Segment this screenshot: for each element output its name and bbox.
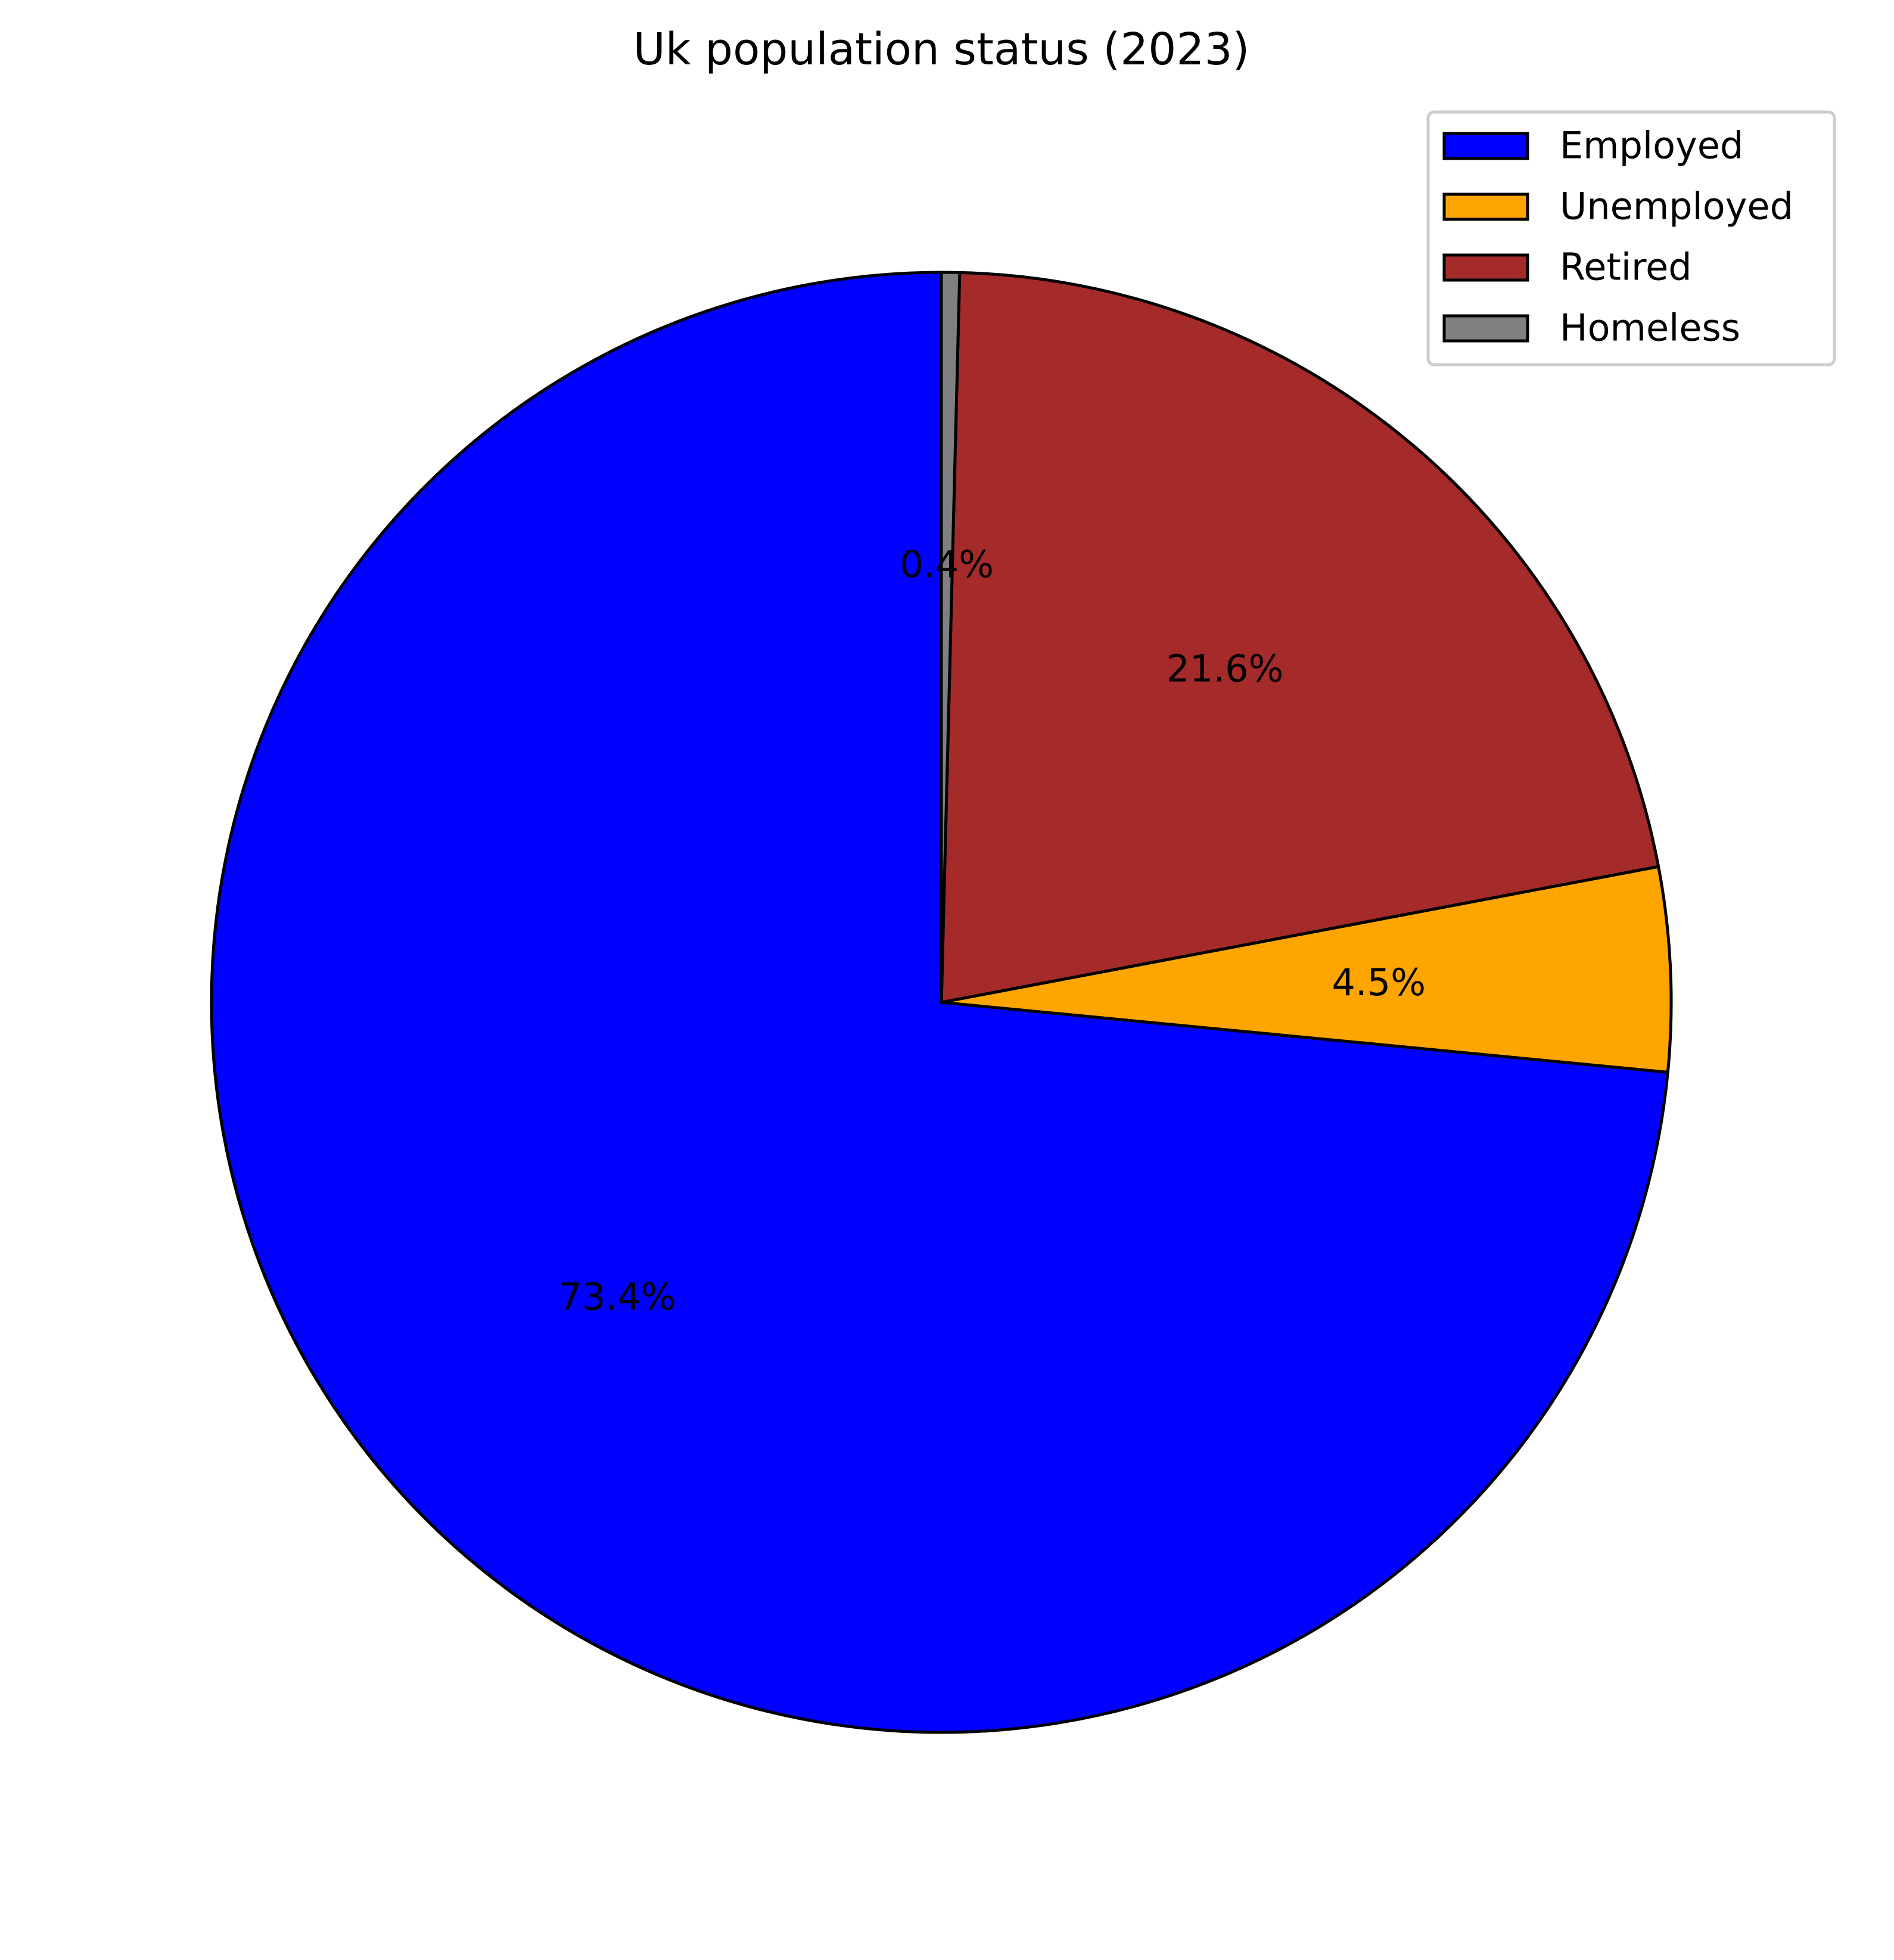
pie-slice-unemployed	[940, 865, 1673, 1074]
pie-slice-retired	[940, 271, 1660, 1004]
pie-slices	[210, 271, 1673, 1734]
pie-slice-employed	[210, 271, 1669, 1734]
legend-label-homeless: Homeless	[1560, 306, 1740, 350]
legend-swatch-employed	[1442, 132, 1529, 160]
legend: Employed Unemployed Retired Homeless	[1426, 110, 1836, 366]
legend-swatch-unemployed	[1442, 192, 1529, 221]
pie-label-retired: 21.6%	[1166, 647, 1283, 690]
legend-swatch-retired	[1442, 253, 1529, 282]
pie-label-homeless: 0.4%	[900, 543, 994, 586]
legend-label-retired: Retired	[1560, 246, 1692, 289]
legend-label-employed: Employed	[1560, 124, 1743, 167]
pie-label-unemployed: 4.5%	[1332, 961, 1426, 1004]
pie-slice-homeless	[940, 271, 962, 1004]
legend-frame	[1426, 110, 1836, 366]
pie-label-employed: 73.4%	[558, 1275, 676, 1319]
legend-label-unemployed: Unemployed	[1560, 185, 1793, 228]
legend-swatch-homeless	[1442, 314, 1529, 343]
pie-percent-labels: 73.4% 4.5% 21.6% 0.4%	[558, 543, 1426, 1319]
chart-title: Uk population status (2023)	[633, 24, 1250, 75]
